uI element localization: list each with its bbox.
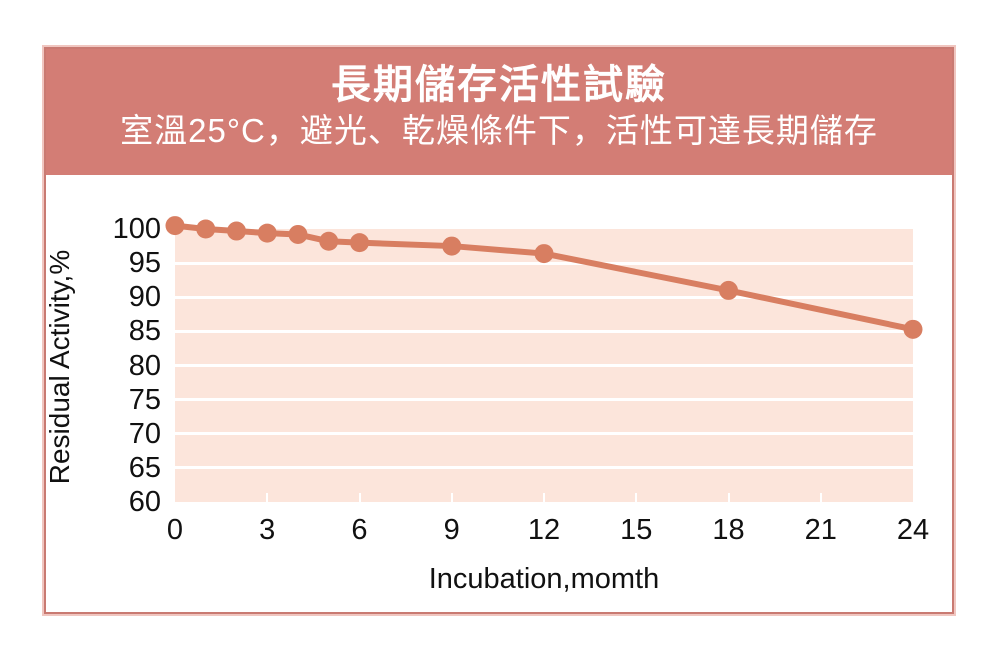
x-tick-label-21: 21 (804, 514, 837, 546)
y-tick-label-65: 65 (128, 451, 161, 484)
data-point-month-2 (227, 221, 246, 241)
x-tick-label-15: 15 (620, 514, 653, 546)
x-tick-label-12: 12 (527, 514, 561, 546)
header-banner: 長期儲存活性試驗 室溫25°C，避光、乾燥條件下，活性可達長期儲存 (46, 49, 952, 175)
gridline-90 (175, 295, 913, 299)
gridline-95 (175, 261, 913, 265)
x-tick-label-6: 6 (351, 514, 368, 546)
y-tick-label-70: 70 (128, 417, 161, 450)
data-point-month-5 (319, 231, 339, 251)
x-tick-label-3: 3 (259, 514, 276, 546)
data-point-month-1 (196, 219, 216, 239)
y-tick-label-95: 95 (128, 247, 161, 280)
x-tick-label-18: 18 (712, 514, 745, 546)
x-tick-mark-12 (543, 493, 545, 502)
gridline-85 (175, 329, 913, 333)
y-tick-label-90: 90 (128, 281, 161, 314)
data-point-month-6 (350, 233, 369, 253)
x-tick-mark-15 (635, 493, 638, 502)
gridline-70 (175, 432, 913, 436)
data-point-month-0 (165, 216, 185, 236)
x-tick-label-9: 9 (443, 514, 460, 546)
x-tick-mark-6 (358, 493, 361, 502)
chart-subtitle: 室溫25°C，避光、乾燥條件下，活性可達長期儲存 (120, 112, 878, 149)
x-tick-label-0: 0 (166, 514, 184, 546)
data-point-month-12 (534, 244, 554, 264)
y-tick-label-75: 75 (128, 383, 161, 416)
gridline-65 (175, 466, 913, 470)
data-point-month-9 (442, 236, 462, 256)
x-tick-mark-9 (450, 493, 453, 502)
y-tick-label-60: 60 (128, 486, 161, 518)
trend-line (174, 222, 914, 333)
data-point-month-4 (288, 224, 308, 244)
y-tick-label-85: 85 (128, 315, 161, 348)
x-axis-title: Incubation,momth (428, 563, 660, 595)
data-point-month-24 (903, 319, 923, 339)
chart-title: 長期儲存活性試驗 (331, 63, 667, 107)
y-tick-label-100: 100 (112, 213, 161, 245)
gridline-75 (175, 398, 913, 402)
data-point-month-18 (719, 280, 738, 300)
y-axis-title-text: Residual Activity,% (44, 249, 75, 485)
x-tick-mark-21 (819, 493, 822, 502)
y-tick-label-80: 80 (128, 349, 161, 382)
data-point-month-3 (257, 223, 277, 243)
x-tick-label-24: 24 (896, 514, 930, 546)
gridline-80 (175, 364, 913, 367)
x-tick-mark-3 (266, 493, 269, 502)
x-tick-mark-18 (727, 493, 730, 502)
